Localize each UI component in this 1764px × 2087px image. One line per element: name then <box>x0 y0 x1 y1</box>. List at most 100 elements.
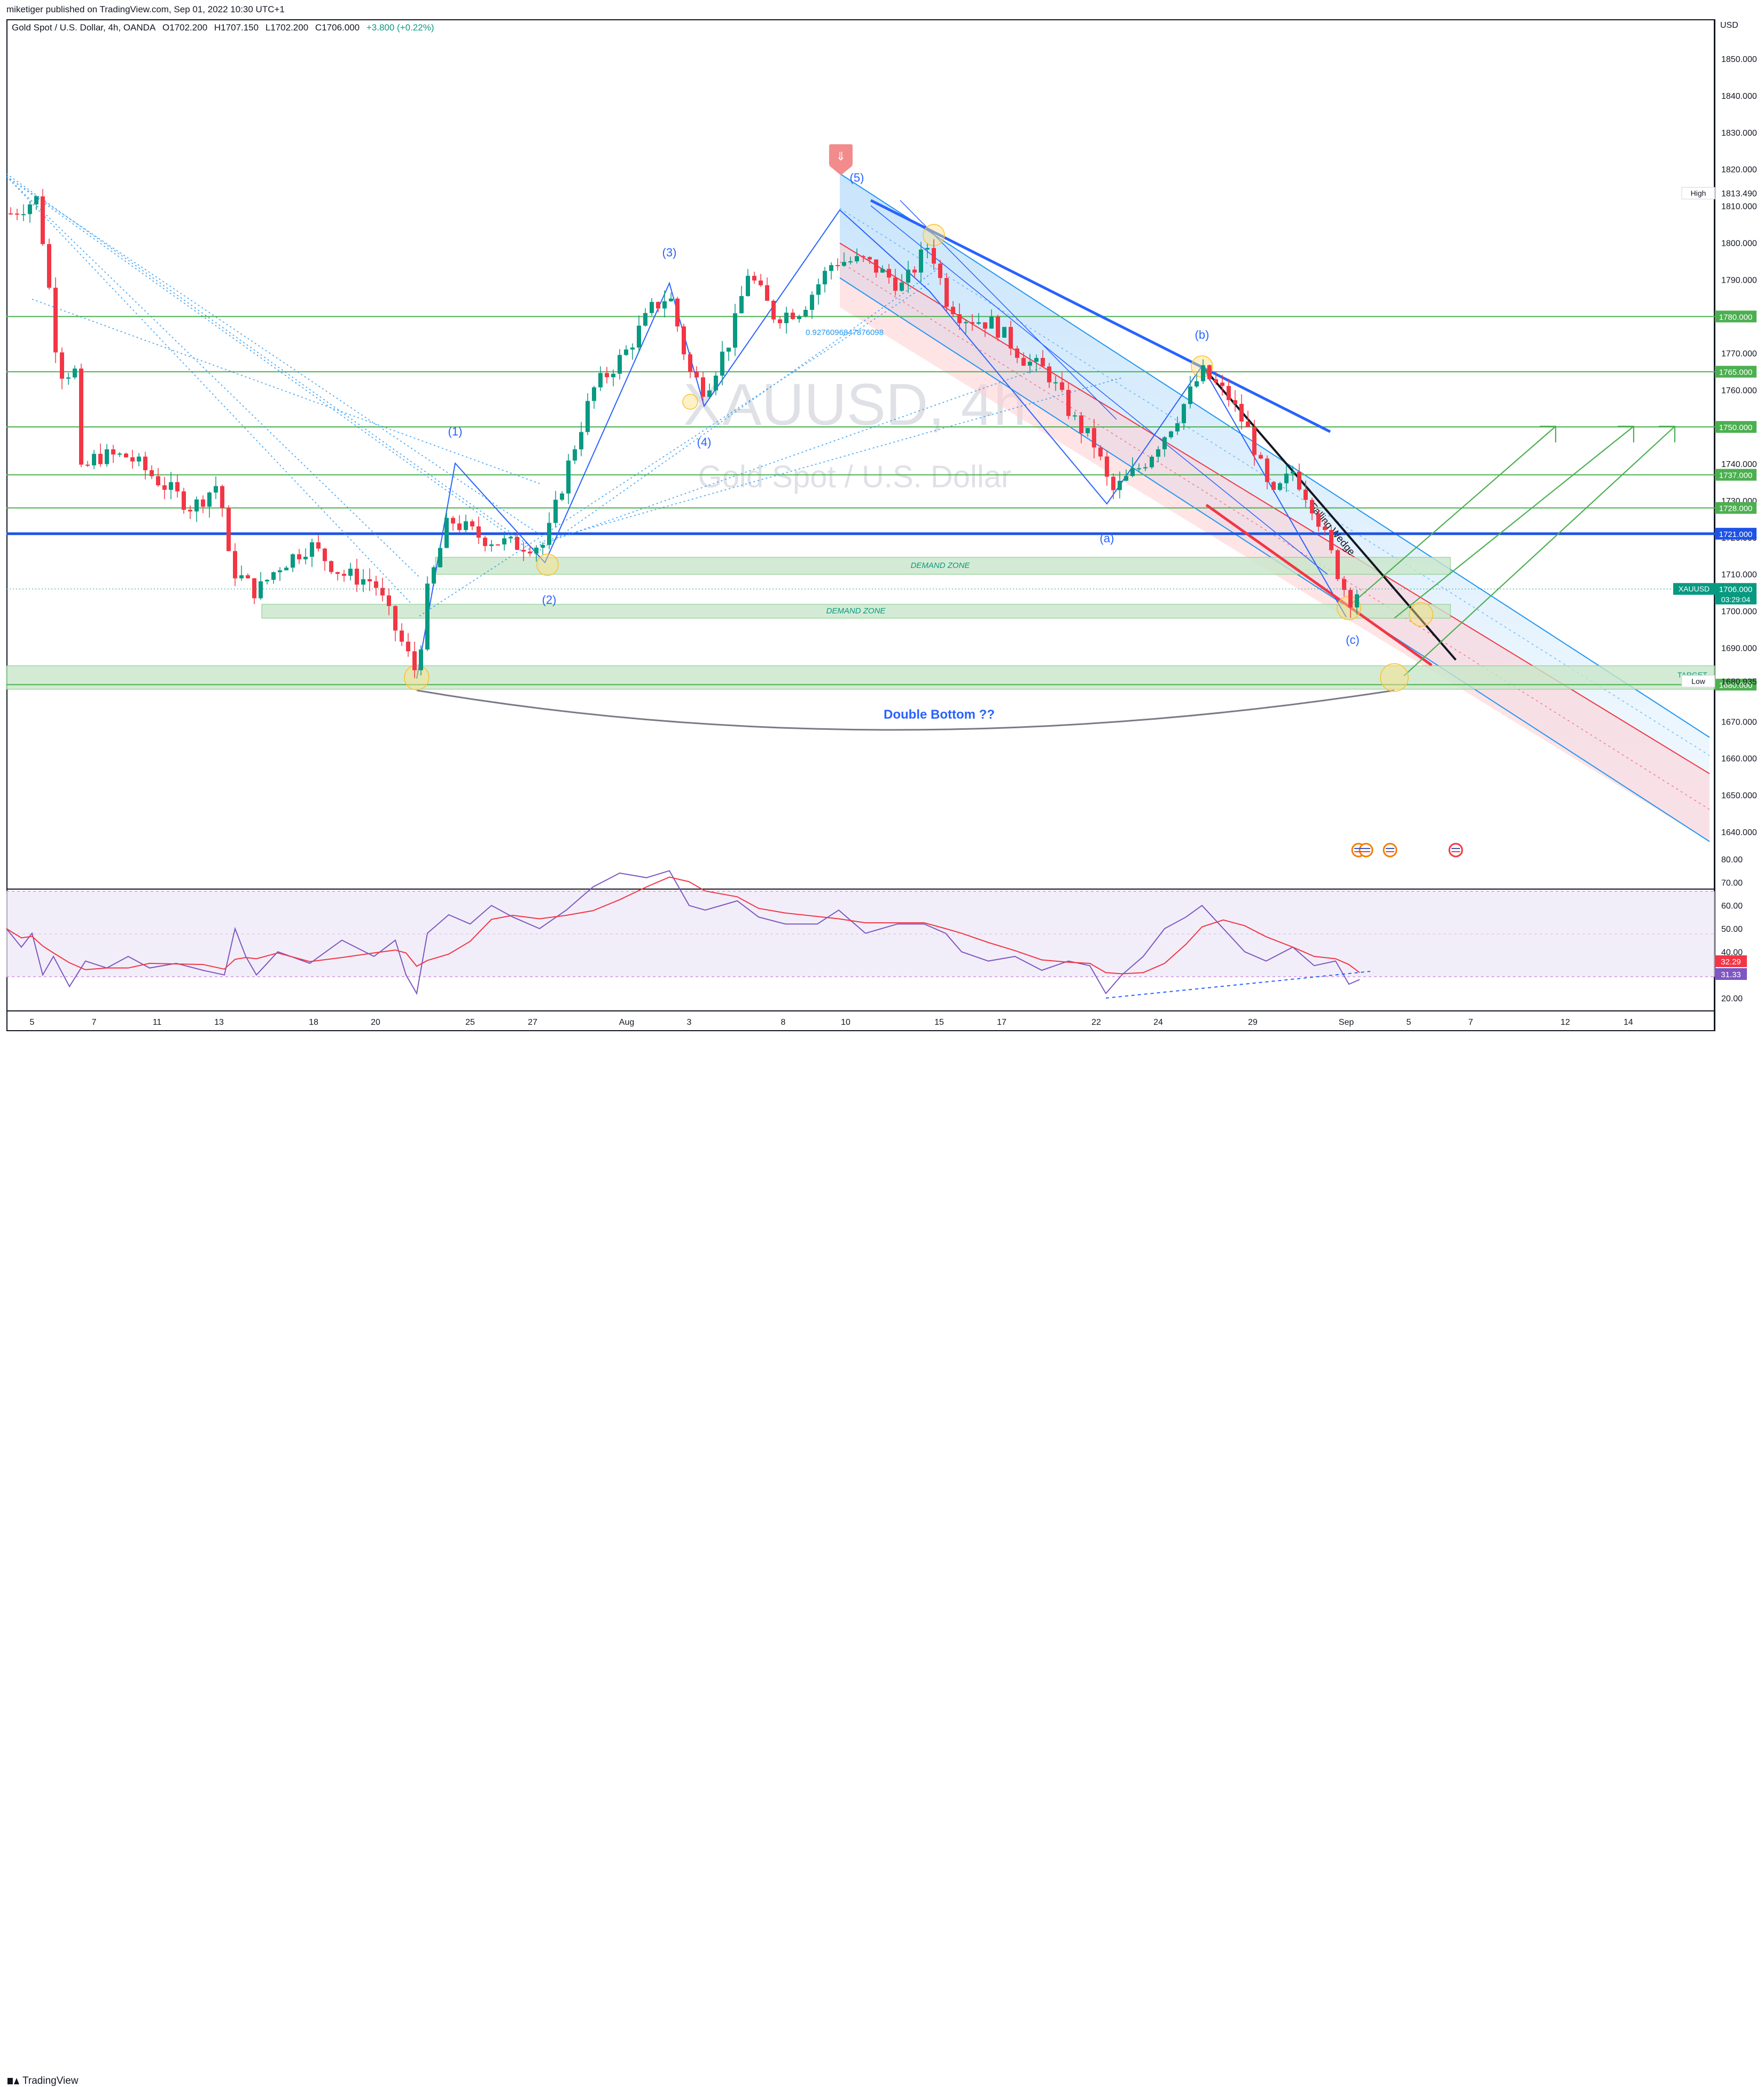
wave-5-label: (5) <box>850 171 864 184</box>
candle-body <box>945 278 949 307</box>
time-axis-label: 18 <box>309 1018 318 1027</box>
high-marker-value: 1813.490 <box>1721 190 1757 199</box>
candle-body <box>1336 550 1340 579</box>
candle-body <box>1021 357 1026 366</box>
level-tag-label: 1750.000 <box>1719 423 1753 432</box>
channel-upper-line[interactable] <box>839 173 1710 738</box>
candle-body <box>810 294 814 310</box>
candle-body <box>489 544 494 546</box>
symbol-name[interactable]: Gold Spot / U.S. Dollar, 4h, OANDA <box>12 22 156 33</box>
candle-body <box>79 368 83 465</box>
candle-body <box>1130 468 1135 476</box>
price-axis-ticks[interactable]: 1850.000 1840.000 1830.000 1820.000 1810.000… <box>1721 55 1757 837</box>
candle-body <box>720 352 724 376</box>
economic-event-flags[interactable] <box>1351 843 1463 858</box>
double-bottom-arc[interactable] <box>416 689 1395 731</box>
demand-zone-upper-label: DEMAND ZONE <box>911 561 971 570</box>
falling-wedge-upper[interactable] <box>1201 365 1457 661</box>
candle-body <box>400 630 404 642</box>
candle-body <box>41 196 45 244</box>
candle-body <box>1028 361 1032 366</box>
candle-body <box>1284 473 1289 484</box>
candle-body <box>348 569 353 576</box>
candle-body <box>586 401 590 432</box>
horizontal-levels[interactable] <box>6 316 1715 686</box>
time-axis-label: Sep <box>1339 1018 1354 1027</box>
demand-zone-upper[interactable] <box>435 557 1451 575</box>
candle-body <box>566 460 571 494</box>
price-tick-label: 1690.000 <box>1721 644 1757 653</box>
candle-body <box>1259 455 1263 459</box>
candle-body <box>752 276 756 281</box>
wave-2-label: (2) <box>542 593 557 606</box>
price-tick-label: 1790.000 <box>1721 276 1757 285</box>
candle-body <box>162 485 167 490</box>
candle-body <box>573 449 577 461</box>
brand-name: TradingView <box>22 2075 79 2086</box>
candle-body <box>957 314 962 323</box>
wave-4-label: (4) <box>697 435 712 449</box>
candle-body <box>1323 526 1327 530</box>
candle-body <box>797 316 801 320</box>
sell-signal-marker[interactable]: ⇓ <box>829 144 853 175</box>
time-axis-label: 3 <box>687 1018 692 1027</box>
candle-body <box>150 470 154 477</box>
price-chart[interactable]: XAUUSD, 4h Gold Spot / U.S. Dollar DEMAN… <box>0 0 1764 1056</box>
candle-body <box>457 523 462 530</box>
candle-body <box>1342 579 1346 590</box>
candle-body <box>560 493 564 500</box>
candle-body <box>784 313 789 323</box>
target-zone[interactable] <box>6 665 1715 690</box>
low-marker-label: Low <box>1691 677 1706 686</box>
candle-body <box>406 641 410 652</box>
candle-body <box>1169 431 1173 438</box>
candle-body <box>739 296 744 314</box>
tradingview-logo[interactable]: TradingView <box>7 2075 79 2087</box>
candle-body <box>1297 471 1301 490</box>
time-axis-label: 29 <box>1248 1018 1258 1027</box>
descending-channel-red[interactable] <box>840 243 1710 842</box>
upper-trendline[interactable] <box>870 199 1331 433</box>
candle-body <box>85 464 90 466</box>
candle-body <box>662 301 667 309</box>
candle-body <box>323 548 327 562</box>
symbol-legend[interactable]: Gold Spot / U.S. Dollar, 4h, OANDA O1702… <box>12 22 439 33</box>
falling-wedge-lower[interactable] <box>1205 503 1433 667</box>
candle-body <box>1348 590 1353 608</box>
candlestick-series[interactable] <box>9 189 1359 679</box>
low-marker-tag <box>1681 675 1715 688</box>
time-axis-label: 8 <box>781 1018 786 1027</box>
candle-body <box>9 213 13 215</box>
candle-body <box>1246 421 1250 427</box>
demand-zone-lower[interactable] <box>261 604 1451 619</box>
candle-body <box>829 265 833 271</box>
trend-fan-lines[interactable] <box>6 173 1122 617</box>
candle-body <box>598 373 603 387</box>
candle-body <box>509 536 513 539</box>
candle-body <box>579 432 583 449</box>
candle-body <box>92 454 96 465</box>
candle-body <box>1066 390 1071 416</box>
candle-body <box>1118 480 1122 490</box>
rsi-tick-label: 80.00 <box>1721 855 1743 865</box>
arrow-down-icon: ⇓ <box>836 150 846 163</box>
rsi-ma-line[interactable] <box>6 876 1360 975</box>
candle-body <box>1124 476 1128 481</box>
candle-body <box>650 302 654 313</box>
time-axis[interactable]: 5 7 11 13 18 20 25 27 Aug 3 8 10 15 17 22 24 29 Sep 5 7 12 14 <box>30 1018 1633 1027</box>
candle-body <box>1060 382 1064 390</box>
rsi-line[interactable] <box>6 870 1360 995</box>
candle-body <box>393 606 397 631</box>
candle-body <box>310 542 314 557</box>
level-tag <box>1715 469 1757 481</box>
candle-body <box>803 309 808 316</box>
candle-body <box>682 326 686 355</box>
candle-body <box>1220 383 1224 386</box>
demand-zone-lower-label: DEMAND ZONE <box>826 606 886 616</box>
candle-body <box>156 476 160 486</box>
target-arrows[interactable] <box>1351 425 1676 676</box>
wave-guide-line <box>900 200 1117 420</box>
candle-body <box>906 269 910 283</box>
highlight-circles[interactable] <box>404 224 1433 692</box>
level-tag-label: 1737.000 <box>1719 471 1753 480</box>
